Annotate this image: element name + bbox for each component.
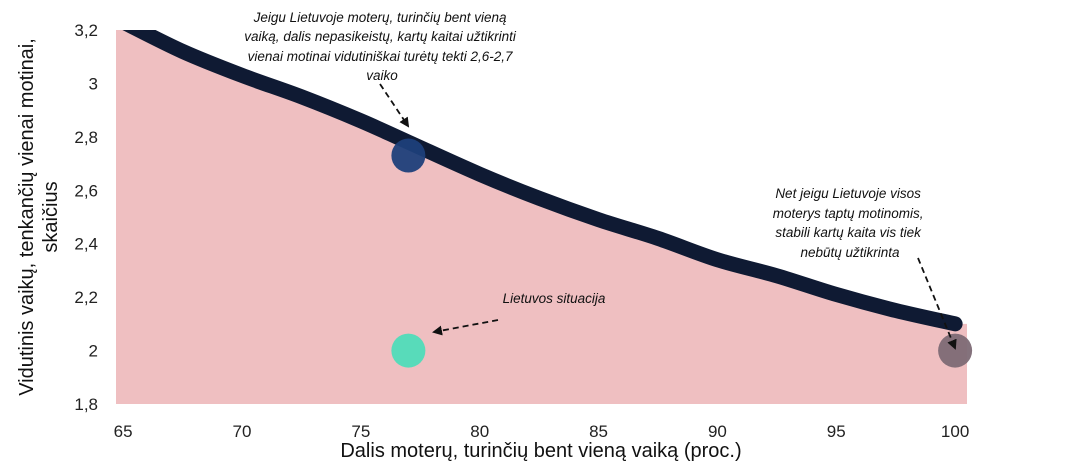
y-axis-ticks: 1,8 2 2,2 2,4 2,6 2,8 3 3,2 bbox=[74, 21, 98, 414]
x-tick-label: 65 bbox=[114, 422, 133, 441]
annotation-top-line-3: vienai motinai vidutiniškai turėtų tekti… bbox=[248, 49, 513, 64]
annotation-lithuania-line-1: Lietuvos situacija bbox=[503, 291, 606, 306]
y-tick-label: 2,2 bbox=[74, 288, 98, 307]
series-area-0 bbox=[116, 30, 967, 404]
x-tick-label: 70 bbox=[233, 422, 252, 441]
y-tick-label: 2,4 bbox=[74, 235, 98, 254]
y-tick-label: 2,8 bbox=[74, 128, 98, 147]
y-tick-label: 3 bbox=[89, 74, 98, 93]
annotation-top-line-4: vaiko bbox=[366, 68, 398, 83]
x-tick-label: 95 bbox=[827, 422, 846, 441]
y-tick-label: 2,6 bbox=[74, 181, 98, 200]
y-tick-label: 1,8 bbox=[74, 395, 98, 414]
area-layer bbox=[116, 30, 967, 404]
x-tick-label: 85 bbox=[589, 422, 608, 441]
y-tick-label: 3,2 bbox=[74, 21, 98, 40]
x-axis-title: Dalis moterų, turinčių bent vieną vaiką … bbox=[340, 440, 741, 462]
annotation-right-line-3: stabili kartų kaita vis tiek bbox=[775, 225, 922, 240]
annotation-top: Jeigu Lietuvoje moterų, turinčių bent vi… bbox=[244, 10, 519, 83]
annotation-arrows bbox=[379, 83, 957, 350]
y-axis-title-line-1: Vidutinis vaikų, tenkančių vienai motina… bbox=[16, 38, 38, 396]
y-tick-label: 2 bbox=[89, 342, 98, 361]
y-axis-title-line-2: skaičius bbox=[40, 181, 62, 252]
series-line-0 bbox=[122, 30, 963, 332]
annotation-right: Net jeigu Lietuvoje visos moterys taptų … bbox=[773, 186, 928, 260]
annotation-right-line-2: moterys taptų motinomis, bbox=[773, 206, 924, 221]
x-tick-label: 90 bbox=[708, 422, 727, 441]
x-tick-label: 80 bbox=[470, 422, 489, 441]
x-tick-label: 75 bbox=[351, 422, 370, 441]
annotation-top-line-1: Jeigu Lietuvoje moterų, turinčių bent vi… bbox=[253, 10, 507, 25]
annotation-right-line-1: Net jeigu Lietuvoje visos bbox=[775, 186, 921, 201]
annotation-arrow-0 bbox=[379, 83, 410, 128]
annotation-top-line-2: vaiką, dalis nepasikeistų, kartų kaitai … bbox=[244, 29, 517, 44]
annotation-arrow-1 bbox=[432, 319, 499, 336]
x-tick-label: 100 bbox=[941, 422, 969, 441]
x-axis-ticks: 65 70 75 80 85 90 95 100 bbox=[114, 422, 970, 441]
annotation-right-line-4: nebūtų užtikrinta bbox=[800, 245, 900, 260]
highlight-point-1 bbox=[391, 333, 426, 368]
highlight-points bbox=[391, 138, 973, 368]
annotation-lithuania: Lietuvos situacija bbox=[503, 291, 606, 306]
annotation-arrow-2 bbox=[917, 257, 957, 350]
highlight-point-2 bbox=[938, 333, 973, 368]
highlight-point-0 bbox=[391, 138, 426, 173]
line-layer bbox=[122, 30, 963, 332]
